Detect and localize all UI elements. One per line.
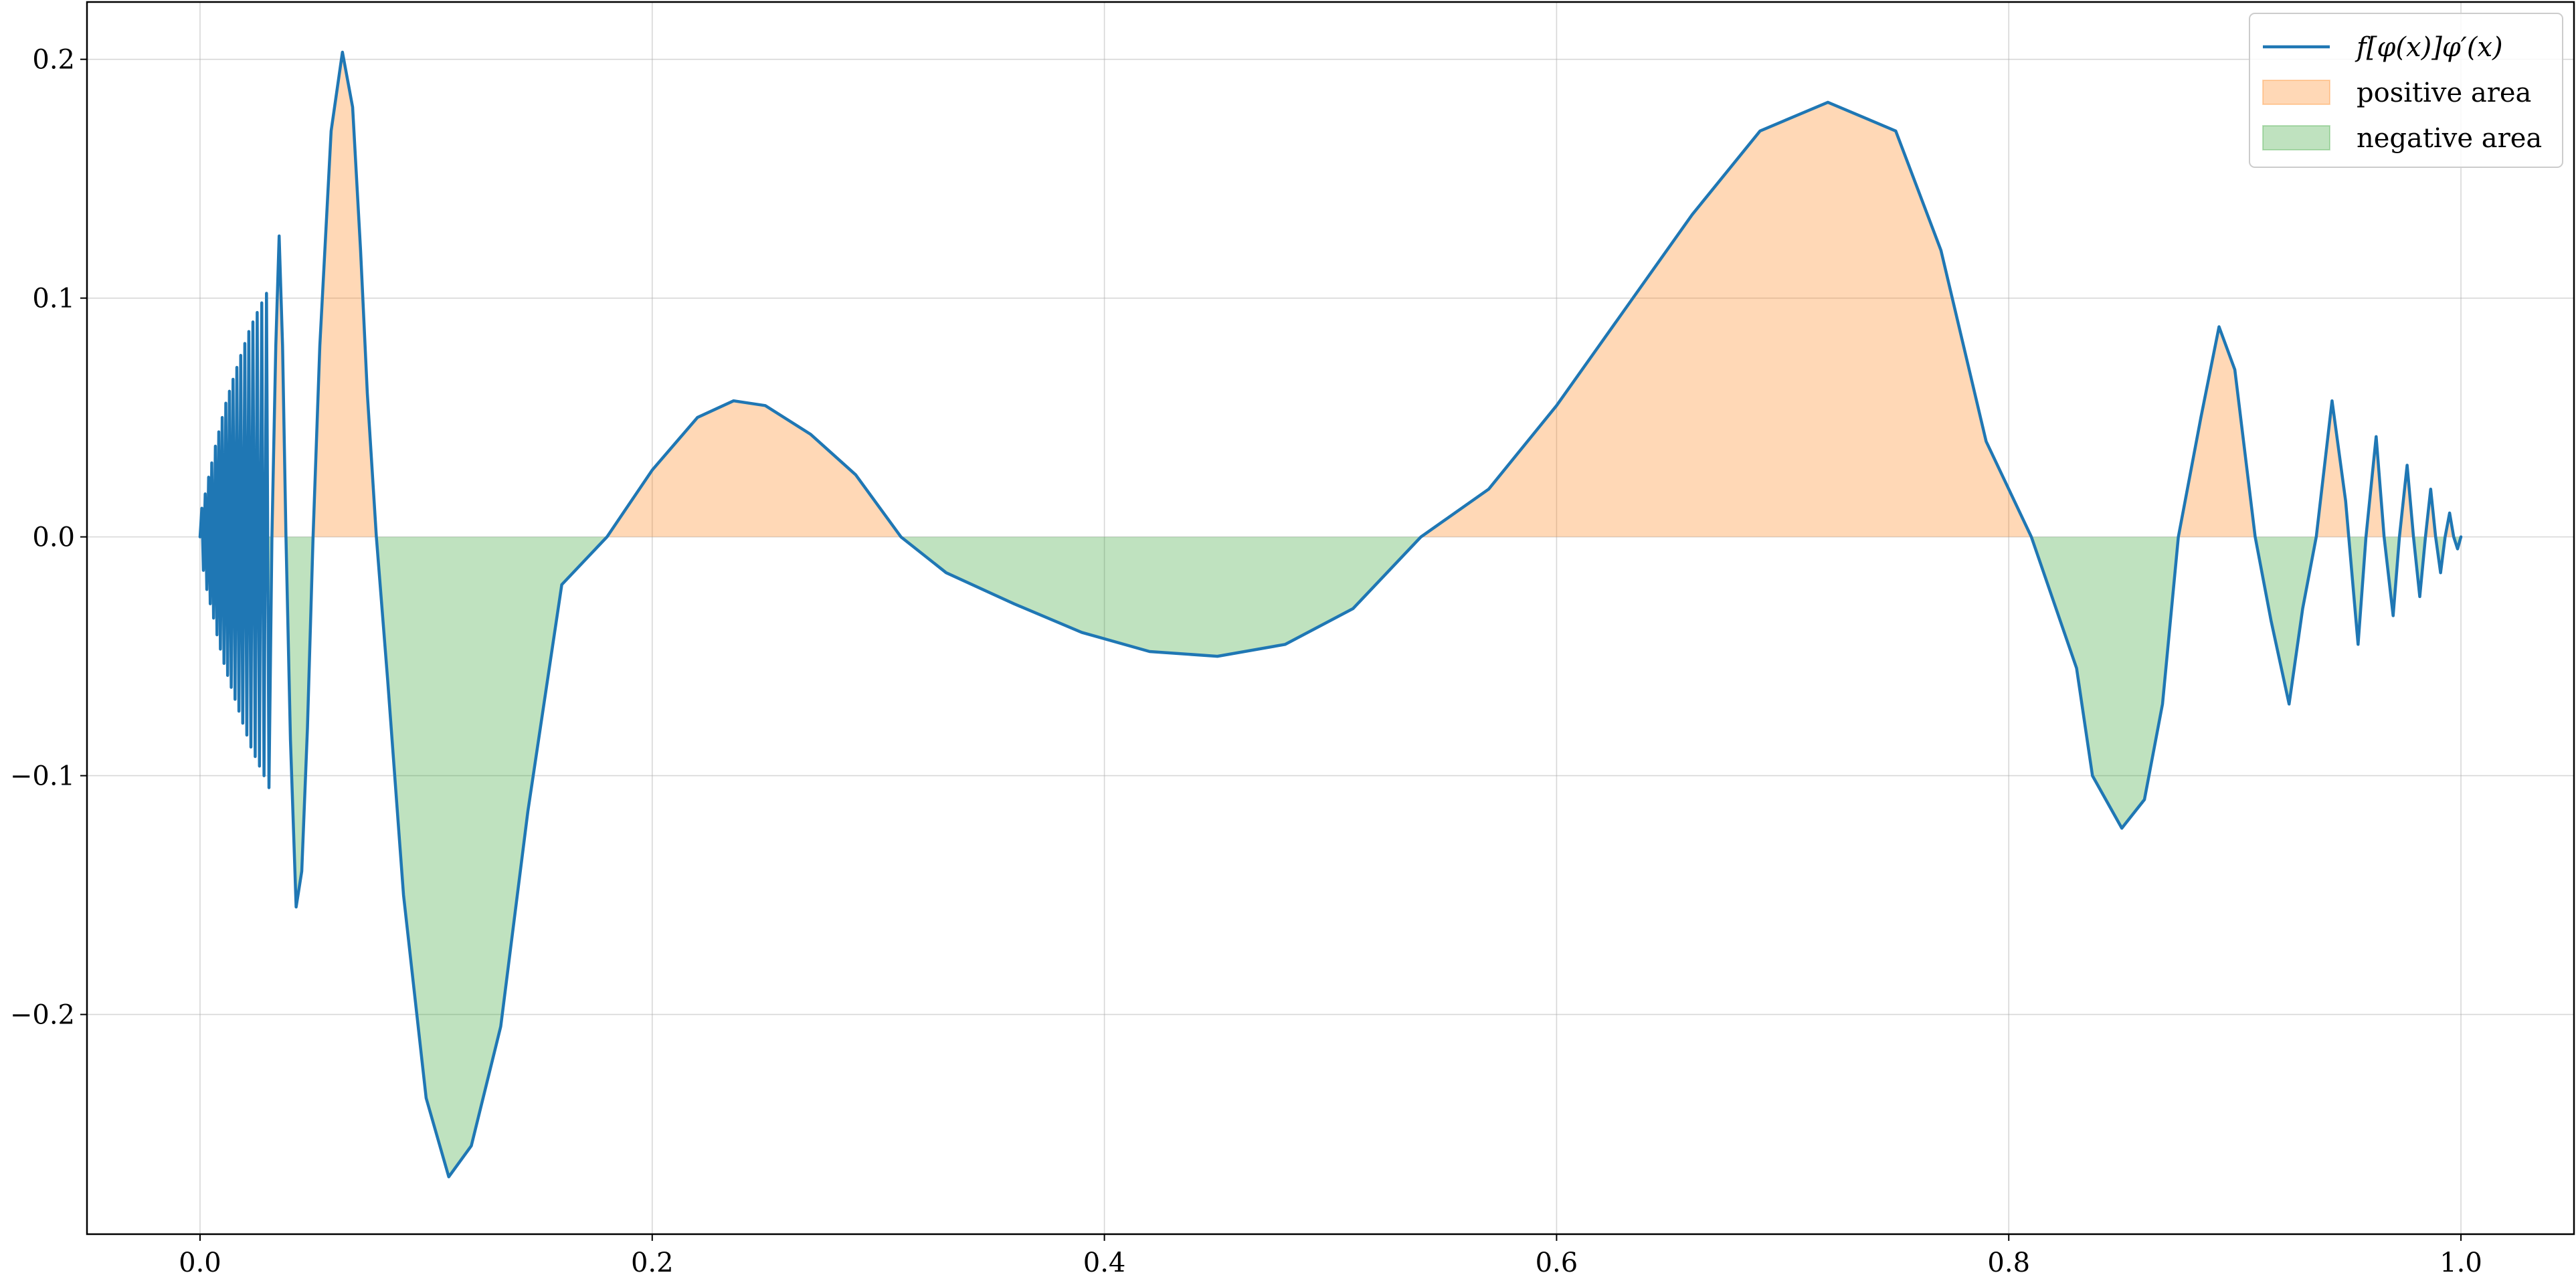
area-fills xyxy=(199,52,2462,1177)
legend-negative-swatch xyxy=(2262,125,2330,151)
series-lines xyxy=(198,50,2463,1179)
series-line xyxy=(198,50,2463,1179)
legend-positive-swatch xyxy=(2262,80,2330,105)
legend-label-function: f[φ(x)]φ′(x) xyxy=(2355,32,2503,63)
x-tick-label: 0.6 xyxy=(1536,1248,1578,1278)
y-tick-label: −0.2 xyxy=(10,1000,75,1031)
legend-label-negative: negative area xyxy=(2357,123,2542,154)
axes-frame xyxy=(86,1,2575,1235)
legend-box xyxy=(2249,13,2563,168)
x-tick-label: 0.2 xyxy=(631,1248,674,1278)
positive-area xyxy=(199,52,2454,537)
legend-label-positive: positive area xyxy=(2357,78,2531,108)
x-tick-label: 0.4 xyxy=(1083,1248,1126,1278)
y-tick-label: 0.2 xyxy=(32,45,75,76)
y-tick-label: 0.0 xyxy=(32,522,75,553)
x-tick-label: 1.0 xyxy=(2440,1248,2482,1278)
ticks: 0.0 0.2 0.4 0.6 0.8 1.0 −0.2 −0.1 0.0 0.1 0.2 xyxy=(10,45,2482,1278)
x-tick-label: 0.0 xyxy=(179,1248,221,1278)
legend: f[φ(x)]φ′(x) positive area negative area xyxy=(2249,13,2563,168)
y-tick-label: 0.1 xyxy=(32,284,75,314)
y-tick-label: −0.1 xyxy=(10,761,75,792)
negative-area xyxy=(202,536,2462,1177)
x-tick-label: 0.8 xyxy=(1987,1248,2030,1278)
